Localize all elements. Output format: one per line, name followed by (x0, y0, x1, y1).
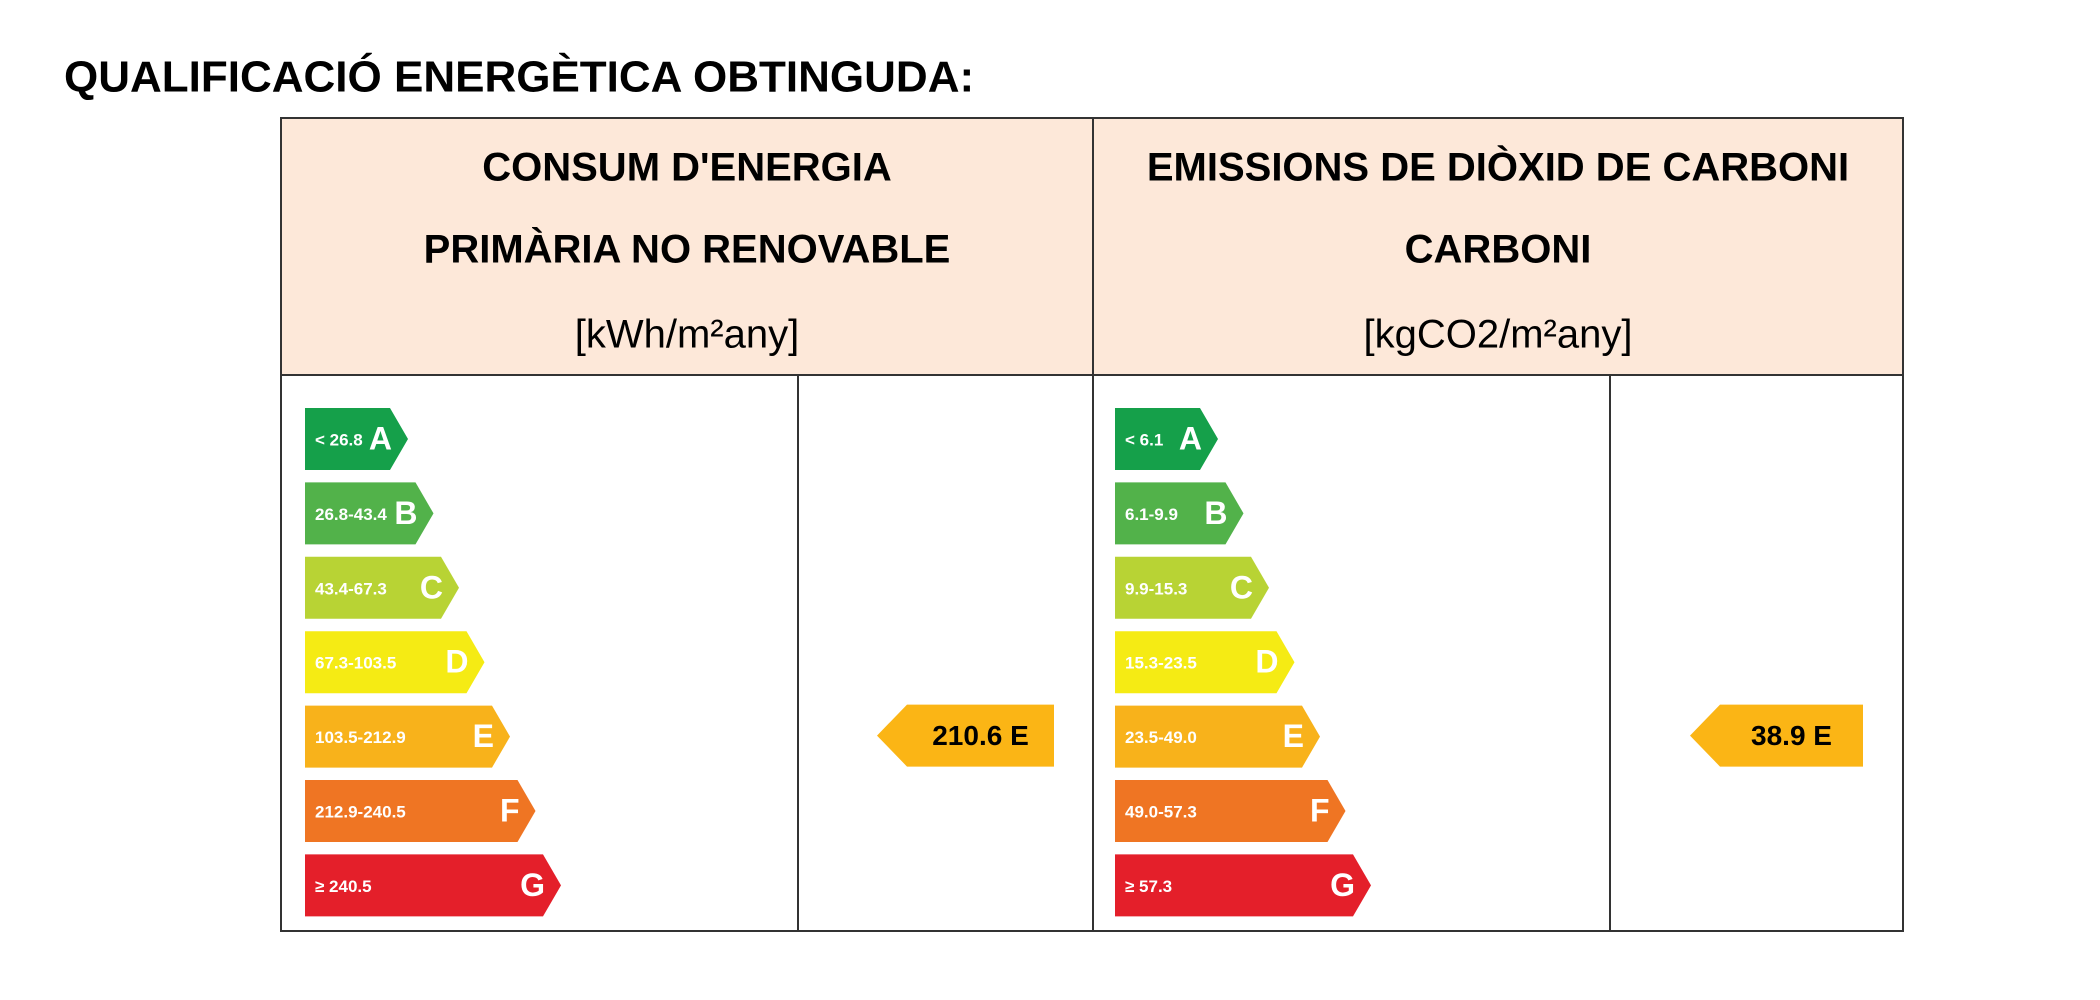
class-letter: F (1310, 792, 1330, 828)
page-title: QUALIFICACIÓ ENERGÈTICA OBTINGUDA: (64, 52, 974, 102)
class-letter: D (1255, 644, 1278, 680)
class-bar (1115, 408, 1218, 470)
class-letter: F (500, 792, 520, 828)
header-line: CARBONI (1405, 228, 1592, 272)
class-letter: E (473, 718, 494, 754)
class-range: 67.3-103.5 (315, 654, 396, 673)
class-bar (1115, 705, 1320, 768)
class-range: 9.9-15.3 (1125, 579, 1187, 598)
class-letter: G (520, 867, 545, 903)
class-letter: C (1230, 569, 1253, 605)
rating-value: 38.9 E (1751, 720, 1832, 751)
class-letter: A (369, 420, 392, 456)
class-letter: G (1330, 867, 1355, 903)
class-bar (305, 631, 485, 694)
class-letter: A (1179, 420, 1202, 456)
rating-arrow (1690, 704, 1863, 767)
class-range: 23.5-49.0 (1125, 728, 1197, 747)
class-letter: C (420, 569, 443, 605)
class-bar (1115, 482, 1244, 545)
class-letter: B (1204, 495, 1227, 531)
class-bar (305, 854, 561, 917)
class-range: ≥ 57.3 (1125, 877, 1172, 896)
class-range: 103.5-212.9 (315, 728, 406, 747)
rating-value: 210.6 E (932, 720, 1029, 751)
class-letter: E (1283, 718, 1304, 754)
header-unit: [kgCO2/m²any] (1364, 313, 1633, 357)
class-range: 49.0-57.3 (1125, 802, 1197, 821)
class-range: < 6.1 (1125, 430, 1163, 449)
class-letter: B (394, 495, 417, 531)
header-line: EMISSIONS DE DIÒXID DE CARBONI (1147, 144, 1849, 190)
class-letter: D (445, 644, 468, 680)
class-range: 212.9-240.5 (315, 802, 406, 821)
header-line: PRIMÀRIA NO RENOVABLE (424, 227, 951, 272)
class-range: 43.4-67.3 (315, 579, 387, 598)
class-bar (1115, 854, 1371, 917)
class-range: < 26.8 (315, 430, 363, 449)
class-bar (305, 556, 459, 619)
class-range: ≥ 240.5 (315, 877, 372, 896)
rating-arrow (877, 704, 1054, 767)
class-bar (1115, 631, 1295, 694)
class-range: 26.8-43.4 (315, 505, 387, 524)
class-range: 6.1-9.9 (1125, 505, 1178, 524)
header-unit: [kWh/m²any] (575, 313, 799, 357)
class-bar (1115, 556, 1269, 619)
header-line: CONSUM D'ENERGIA (482, 146, 892, 190)
class-bar (305, 482, 434, 545)
class-bar (1115, 780, 1346, 842)
class-bar (305, 780, 536, 842)
class-range: 15.3-23.5 (1125, 654, 1197, 673)
class-bar (305, 408, 408, 470)
table-grid (280, 117, 1904, 932)
class-bar (305, 705, 510, 768)
